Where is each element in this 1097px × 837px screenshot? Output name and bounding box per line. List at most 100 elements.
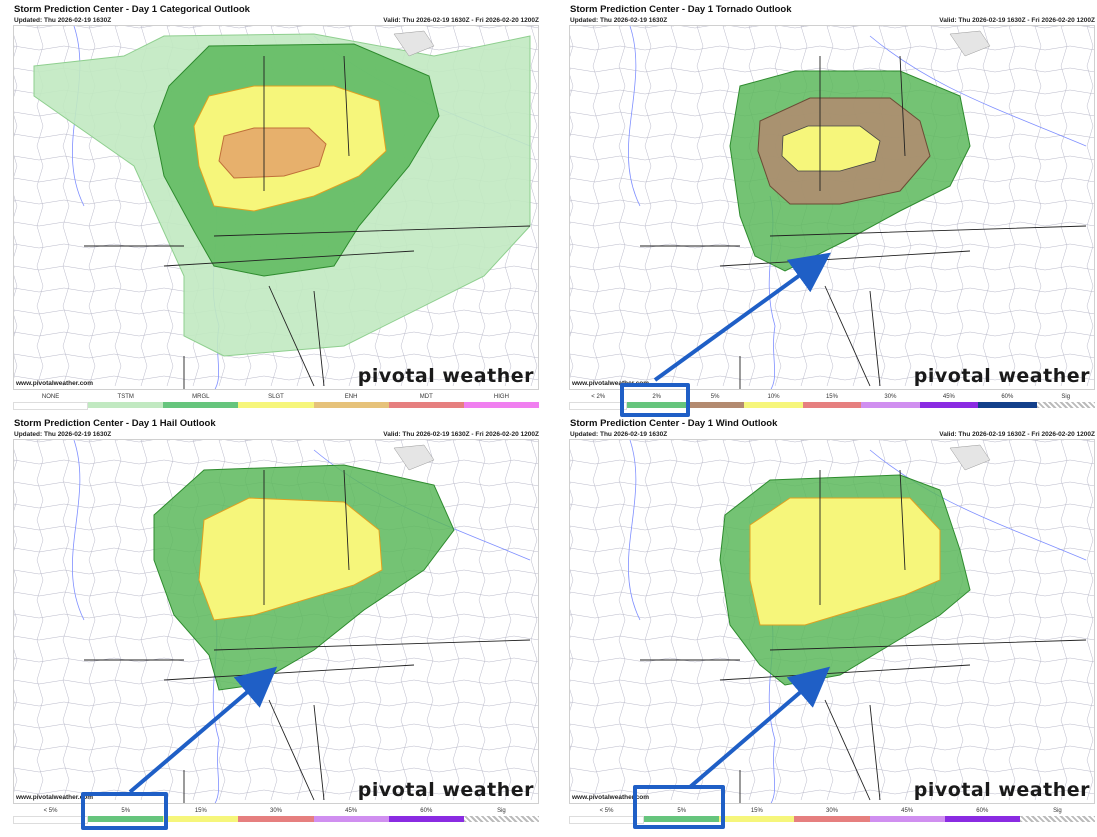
legend-item: Sig (1036, 394, 1095, 412)
legend-swatch (238, 402, 314, 408)
legend-label: 30% (884, 394, 897, 400)
legend-item: 45% (869, 808, 945, 826)
legend-label: 30% (825, 808, 838, 814)
legend-item: 60% (944, 808, 1020, 826)
legend-label: < 5% (599, 808, 614, 814)
legend-item: 5% (644, 808, 720, 826)
tornado-outlook-panel: Storm Prediction Center - Day 1 Tornado … (569, 4, 1095, 414)
legend-swatch (719, 816, 795, 822)
legend-item: 10% (744, 394, 803, 412)
legend-label: 60% (976, 808, 989, 814)
updated-time: Updated: Thu 2026-02-19 1630Z (14, 431, 112, 438)
legend-label: 5% (710, 394, 720, 400)
legend-label: 5% (677, 808, 687, 814)
legend-item: 60% (388, 808, 464, 826)
highlight-box-tornado-2pct (620, 383, 690, 417)
legend-item: 15% (163, 808, 239, 826)
updated-time: Updated: Thu 2026-02-19 1630Z (570, 431, 668, 438)
legend-label: MRGL (192, 394, 210, 400)
legend-label: 15% (194, 808, 207, 814)
legend-swatch (744, 402, 803, 408)
legend-item: 2% (627, 394, 686, 412)
valid-time: Valid: Thu 2026-02-19 1630Z - Fri 2026-0… (939, 431, 1095, 438)
legend-item: MDT (388, 394, 464, 412)
legend-swatch (869, 816, 945, 822)
legend-label: 60% (420, 808, 433, 814)
lake-michigan (949, 444, 991, 471)
legend-item: NONE (13, 394, 89, 412)
legend-label: SLGT (268, 394, 284, 400)
legend-label: 2% (652, 394, 661, 400)
legend: < 5% 5% 15% 30% 45% 60% Sig (569, 808, 1095, 826)
legend-swatch (861, 402, 920, 408)
legend-swatch (569, 402, 628, 410)
legend-item: 45% (919, 394, 979, 412)
outlook-map: www.pivotalweather.com pivotal weather (569, 439, 1095, 804)
legend-item: HIGH (463, 394, 539, 412)
valid-time: Valid: Thu 2026-02-19 1630Z - Fri 2026-0… (939, 17, 1095, 24)
updated-time: Updated: Thu 2026-02-19 1630Z (14, 17, 112, 24)
legend-label: Sig (1061, 394, 1071, 400)
legend-item: Sig (463, 808, 539, 826)
legend-swatch (313, 402, 389, 408)
legend-swatch (644, 816, 720, 822)
legend-item: < 5% (569, 808, 645, 826)
legend-item: 30% (238, 808, 314, 826)
legend-item: 5% (685, 394, 745, 412)
lake-michigan (393, 30, 435, 57)
site-url[interactable]: www.pivotalweather.com (16, 794, 94, 801)
legend-label: NONE (41, 394, 60, 400)
legend: < 5% 5% 15% 30% 45% 60% Sig (13, 808, 539, 826)
legend-item: Sig (1019, 808, 1095, 826)
outlook-map: www.pivotalweather.com pivotal weather (13, 439, 539, 804)
hail-15pct-area (198, 497, 383, 621)
legend-item: < 2% (569, 394, 628, 412)
state-lines (84, 55, 531, 389)
site-url[interactable]: www.pivotalweather.com (16, 380, 94, 387)
map-graphic (570, 440, 1094, 803)
legend-swatch (1036, 402, 1095, 408)
legend-swatch (313, 816, 389, 822)
legend-item: 30% (861, 394, 920, 412)
legend: < 2% 2% 5% 10% 15% 30% 45% 60% Sig (569, 394, 1095, 412)
lake-michigan (949, 30, 991, 57)
legend-swatch (88, 402, 164, 408)
legend: NONE TSTM MRGL SLGT ENH MDT HIGH (13, 394, 539, 412)
legend-item: 15% (802, 394, 862, 412)
panel-title: Storm Prediction Center - Day 1 Hail Out… (14, 418, 216, 429)
legend-label: 15% (750, 808, 763, 814)
legend-swatch (569, 816, 645, 824)
legend-label: 5% (121, 808, 131, 814)
legend-label: TSTM (117, 394, 134, 400)
enh-area (218, 127, 327, 179)
legend-swatch (163, 816, 239, 822)
legend-item: 60% (978, 394, 1037, 412)
legend-swatch (463, 402, 539, 408)
legend-label: 45% (942, 394, 955, 400)
legend-swatch (685, 402, 745, 408)
legend-label: < 2% (591, 394, 606, 400)
categorical-outlook-panel: Storm Prediction Center - Day 1 Categori… (13, 4, 539, 414)
legend-swatch (88, 816, 164, 822)
legend-swatch (238, 816, 314, 822)
legend-item: 15% (719, 808, 795, 826)
legend-item: TSTM (88, 394, 164, 412)
legend-label: 30% (269, 808, 282, 814)
legend-label: 60% (1001, 394, 1014, 400)
updated-time: Updated: Thu 2026-02-19 1630Z (570, 17, 668, 24)
brand-logo: pivotal weather (913, 365, 1090, 387)
legend-swatch (802, 402, 862, 408)
legend-label: < 5% (43, 808, 58, 814)
site-url[interactable]: www.pivotalweather.com (572, 380, 650, 387)
lake-michigan (393, 444, 435, 471)
legend-swatch (627, 402, 686, 408)
valid-time: Valid: Thu 2026-02-19 1630Z - Fri 2026-0… (383, 17, 539, 24)
legend-item: 45% (313, 808, 389, 826)
legend-swatch (978, 402, 1037, 408)
legend-swatch (944, 816, 1020, 822)
site-url[interactable]: www.pivotalweather.com (572, 794, 650, 801)
panel-title: Storm Prediction Center - Day 1 Categori… (14, 4, 250, 15)
legend-item: 5% (88, 808, 164, 826)
legend-swatch (1019, 816, 1095, 822)
legend-swatch (919, 402, 979, 408)
